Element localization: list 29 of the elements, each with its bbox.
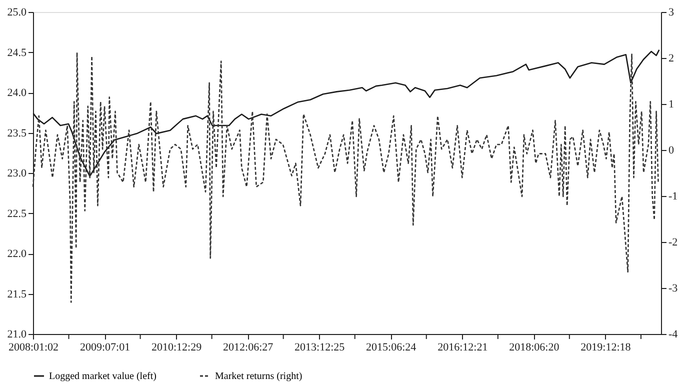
line-series [32,52,659,303]
x-tick-label: 2012:06:27 [223,342,274,354]
y2-tick-label: 2 [668,52,674,64]
y2-tick-label: -4 [668,328,678,340]
y2-tick-label: -1 [668,190,678,202]
x-tick-label: 2013:12:25 [294,342,346,354]
y2-tick-label: 1 [668,98,674,110]
y-tick-label: 21.5 [7,288,27,300]
x-tick-label: 2015:06:24 [366,342,417,354]
x-tick-label: 2018:06:20 [509,342,560,354]
y2-tick-label: 0 [668,144,674,156]
y2-tick-label: 3 [668,6,674,18]
x-tick-label: 2009:07:01 [80,342,130,354]
y-tick-label: 22.0 [7,248,27,260]
x-tick-label: 2010:12:29 [151,342,202,354]
y-tick-label: 24.0 [7,87,27,99]
y-tick-label: 24.5 [7,46,27,59]
x-tick-label: 2016:12:21 [438,342,488,354]
y-tick-label: 22.5 [7,208,27,220]
x-tick-label: 2019:12:18 [580,342,632,354]
y-tick-label: 23.0 [7,168,27,180]
y-tick-label: 25.0 [7,6,27,18]
legend-label: Logged market value (left) [49,371,156,382]
y-tick-label: 23.5 [7,127,27,140]
y2-tick-label: -2 [668,236,678,248]
legend-label: Market returns (right) [215,371,302,382]
y2-tick-label: -3 [668,282,678,294]
y-tick-label: 21.0 [7,328,27,340]
x-tick-label: 2008:01:02 [8,342,59,354]
